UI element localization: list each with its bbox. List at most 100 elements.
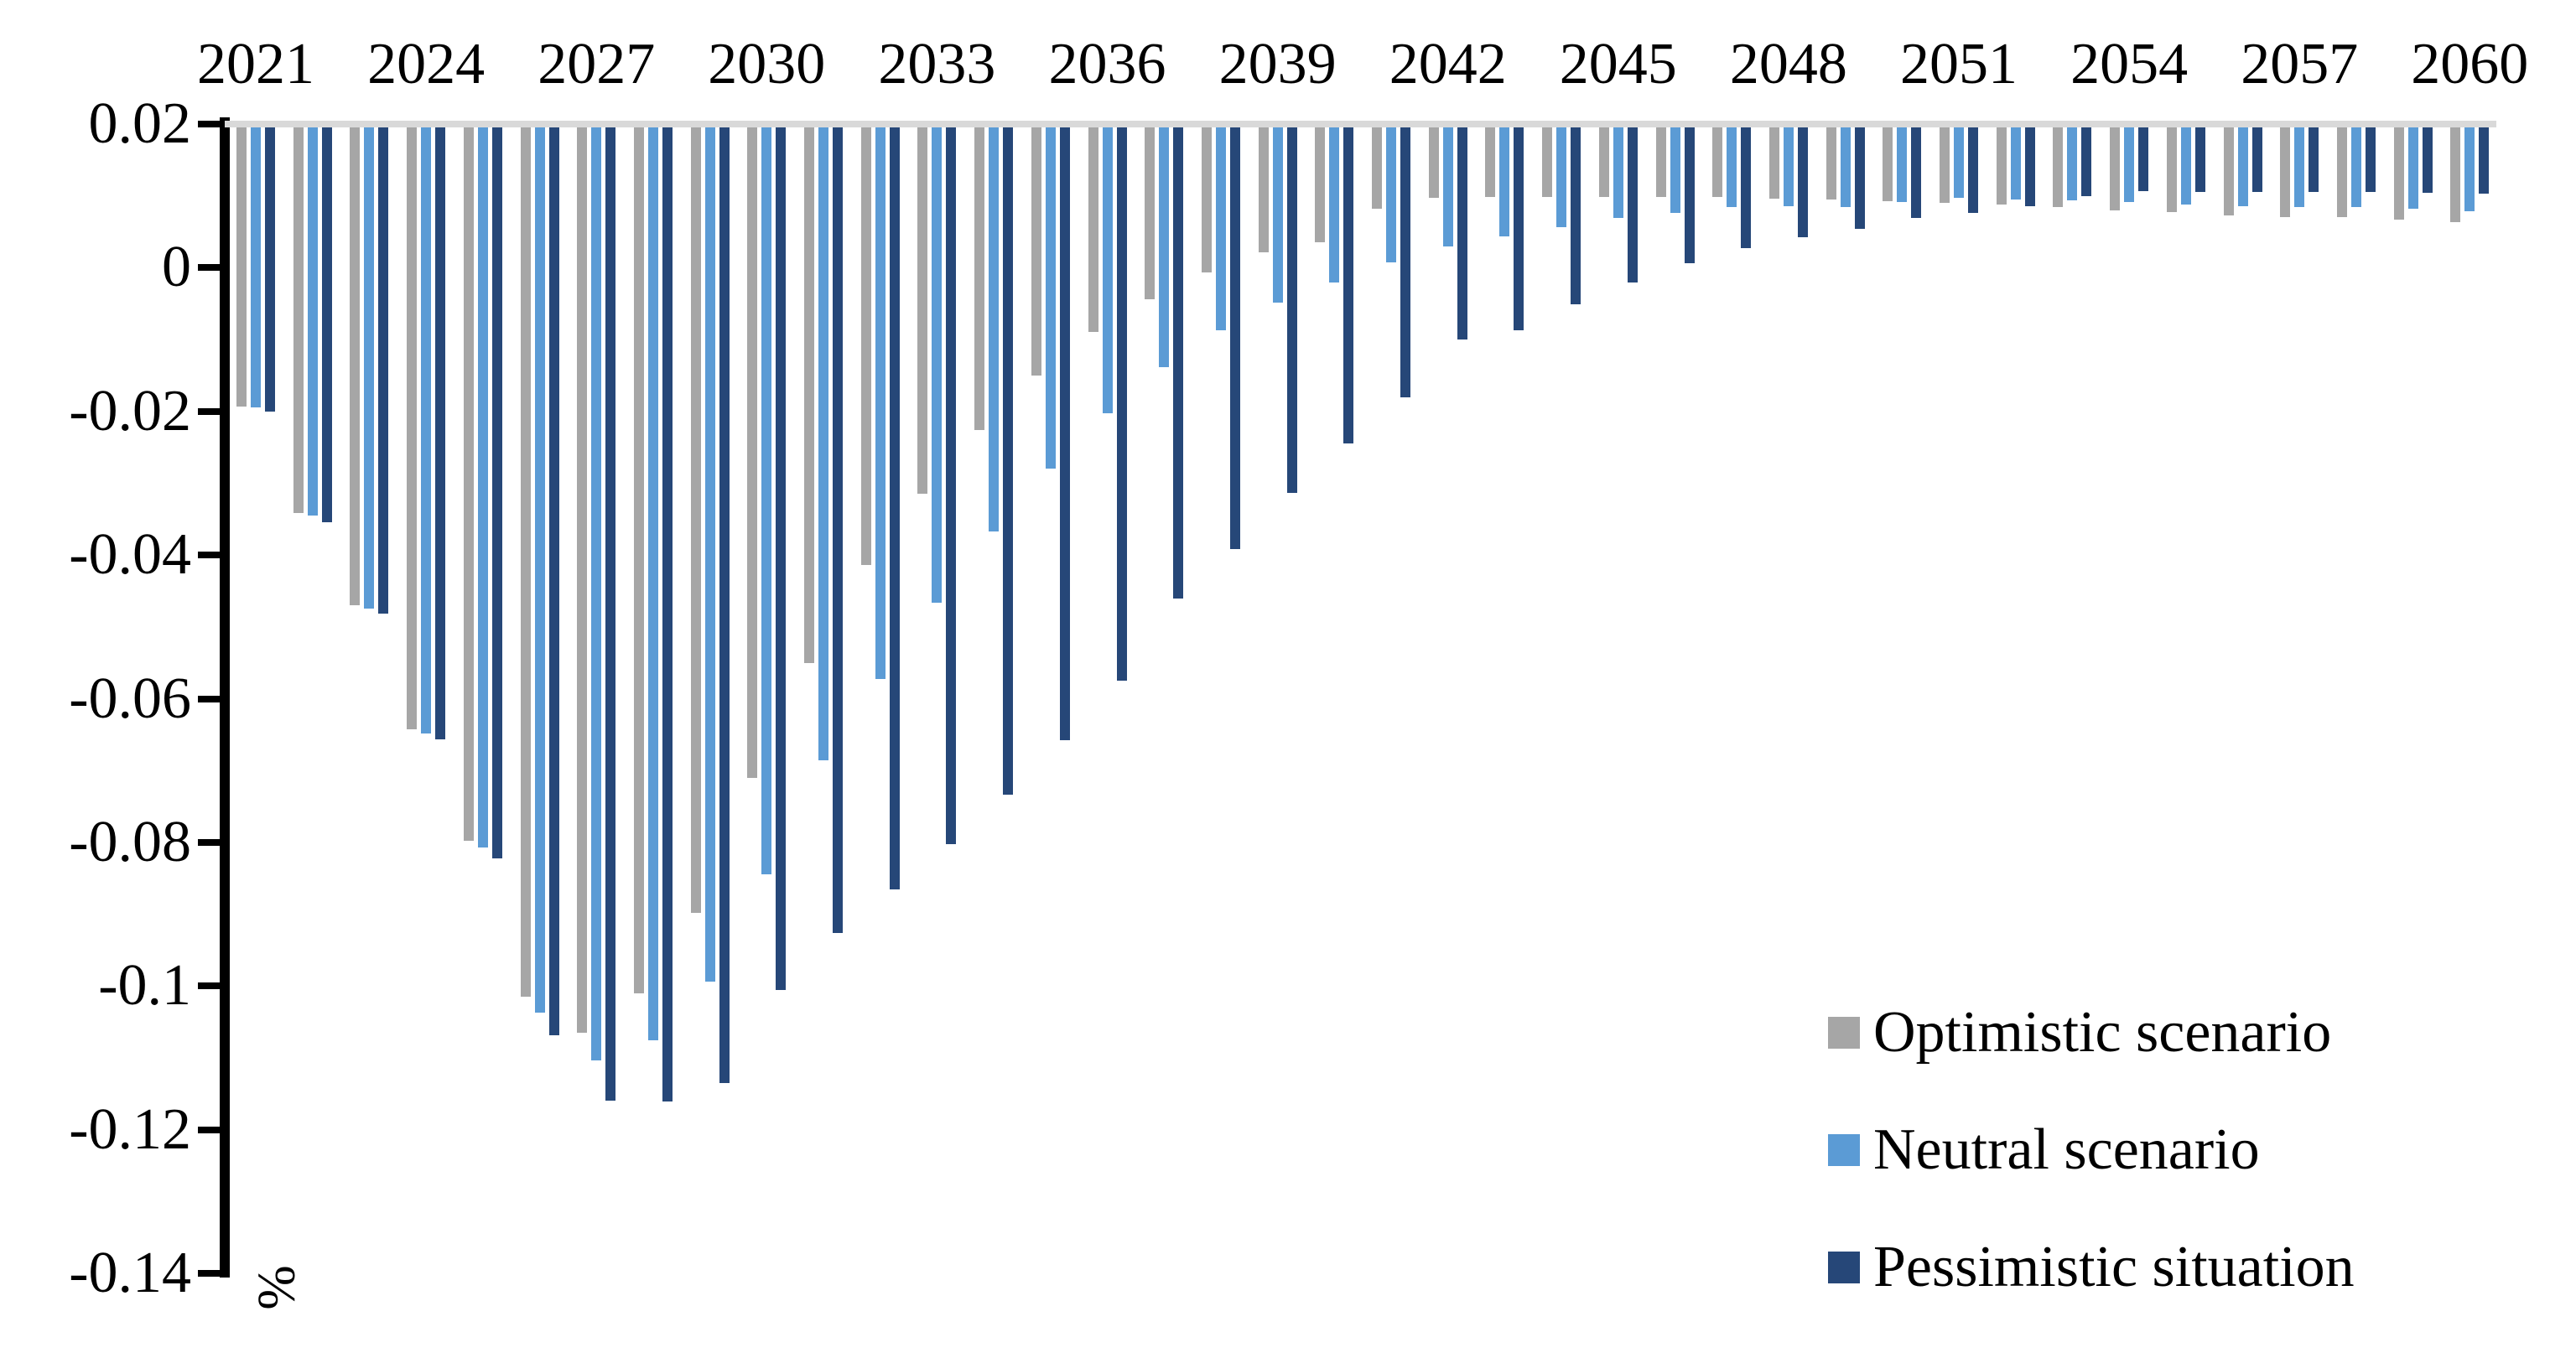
x-tick-label-2060: 2060 <box>2411 32 2529 96</box>
bar-pessimistic-2031 <box>833 124 843 933</box>
bar-pessimistic-2037 <box>1173 124 1184 599</box>
bar-pessimistic-2036 <box>1116 124 1127 681</box>
bar-optimistic-2029 <box>690 124 701 913</box>
bar-optimistic-2031 <box>804 124 814 663</box>
bar-pessimistic-2050 <box>1911 124 1922 218</box>
bar-optimistic-2035 <box>1031 124 1041 376</box>
legend-label: Pessimistic situation <box>1873 1235 2355 1299</box>
bar-pessimistic-2041 <box>1400 124 1410 397</box>
bar-optimistic-2059 <box>2393 124 2404 220</box>
x-tick-label-2027: 2027 <box>538 32 656 96</box>
y-axis-line <box>220 117 230 1278</box>
bar-neutral-2055 <box>2180 124 2191 205</box>
bar-pessimistic-2057 <box>2309 124 2319 192</box>
bar-pessimistic-2046 <box>1684 124 1695 263</box>
bar-neutral-2022 <box>307 124 318 516</box>
bar-pessimistic-2044 <box>1571 124 1581 304</box>
bar-pessimistic-2021 <box>265 124 275 412</box>
bar-optimistic-2048 <box>1768 124 1779 199</box>
bar-optimistic-2049 <box>1826 124 1836 200</box>
x-tick-label-2033: 2033 <box>878 32 996 96</box>
bar-pessimistic-2034 <box>1003 124 1014 795</box>
bar-neutral-2024 <box>421 124 432 733</box>
bar-optimistic-2028 <box>633 124 644 993</box>
bar-neutral-2034 <box>989 124 1000 531</box>
legend-swatch-icon <box>1828 1134 1860 1166</box>
bar-neutral-2031 <box>818 124 828 760</box>
y-tick--0.08 <box>198 838 220 846</box>
y-tick-label: -0.1 <box>98 953 191 1018</box>
bar-pessimistic-2029 <box>719 124 730 1083</box>
bar-neutral-2026 <box>534 124 545 1013</box>
bar-optimistic-2060 <box>2450 124 2461 222</box>
bar-pessimistic-2049 <box>1854 124 1865 229</box>
legend-item: Pessimistic situation <box>1828 1209 2355 1326</box>
y-tick-0.02 <box>198 121 220 127</box>
bar-neutral-2032 <box>875 124 886 679</box>
bar-pessimistic-2035 <box>1059 124 1070 740</box>
x-tick-label-2051: 2051 <box>1900 32 2018 96</box>
bar-pessimistic-2023 <box>378 124 389 614</box>
bar-pessimistic-2056 <box>2251 124 2262 192</box>
bar-neutral-2058 <box>2350 124 2361 207</box>
bar-pessimistic-2051 <box>1968 124 1978 213</box>
x-tick-label-2057: 2057 <box>2241 32 2359 96</box>
bar-pessimistic-2042 <box>1457 124 1467 340</box>
bar-neutral-2030 <box>761 124 772 874</box>
bar-optimistic-2050 <box>1883 124 1893 201</box>
bar-pessimistic-2030 <box>776 124 787 990</box>
bar-neutral-2047 <box>1727 124 1737 207</box>
bar-optimistic-2033 <box>917 124 928 494</box>
y-tick-label: -0.08 <box>69 809 191 874</box>
bar-neutral-2051 <box>1954 124 1964 198</box>
y-axis-unit-label: % <box>247 1265 306 1310</box>
bar-neutral-2042 <box>1442 124 1453 246</box>
bar-pessimistic-2054 <box>2138 124 2149 191</box>
bar-neutral-2054 <box>2124 124 2135 202</box>
bar-pessimistic-2043 <box>1514 124 1524 330</box>
y-tick-label: -0.02 <box>69 378 191 443</box>
bar-optimistic-2051 <box>1940 124 1950 203</box>
bar-neutral-2021 <box>251 124 261 407</box>
bar-neutral-2041 <box>1386 124 1396 262</box>
bar-optimistic-2046 <box>1655 124 1666 197</box>
x-tick-label-2021: 2021 <box>197 32 314 96</box>
bar-pessimistic-2039 <box>1286 124 1297 493</box>
x-tick-label-2039: 2039 <box>1218 32 1337 96</box>
bar-optimistic-2040 <box>1315 124 1326 242</box>
x-tick-label-2054: 2054 <box>2070 32 2189 96</box>
bar-optimistic-2038 <box>1201 124 1212 272</box>
legend-label: Optimistic scenario <box>1873 1000 2332 1065</box>
bar-optimistic-2045 <box>1598 124 1609 197</box>
bar-neutral-2059 <box>2407 124 2418 209</box>
bar-optimistic-2027 <box>577 124 588 1033</box>
bar-neutral-2033 <box>932 124 943 603</box>
bar-pessimistic-2032 <box>889 124 900 889</box>
bar-optimistic-2039 <box>1258 124 1269 252</box>
bar-pessimistic-2052 <box>2024 124 2035 206</box>
bar-optimistic-2026 <box>520 124 531 997</box>
bar-optimistic-2023 <box>350 124 361 605</box>
bar-neutral-2028 <box>647 124 658 1040</box>
bar-neutral-2050 <box>1897 124 1908 202</box>
bar-pessimistic-2058 <box>2365 124 2376 192</box>
bar-optimistic-2036 <box>1088 124 1098 332</box>
bar-neutral-2057 <box>2294 124 2305 207</box>
bar-neutral-2027 <box>591 124 602 1060</box>
bar-pessimistic-2028 <box>662 124 673 1101</box>
bar-neutral-2060 <box>2464 124 2475 211</box>
bar-neutral-2056 <box>2237 124 2248 206</box>
bar-neutral-2045 <box>1613 124 1623 218</box>
bar-pessimistic-2047 <box>1741 124 1752 248</box>
x-tick-label-2036: 2036 <box>1048 32 1166 96</box>
legend-label: Neutral scenario <box>1873 1117 2260 1182</box>
x-tick-label-2030: 2030 <box>708 32 826 96</box>
bar-neutral-2037 <box>1159 124 1170 367</box>
bar-neutral-2043 <box>1499 124 1510 236</box>
bar-optimistic-2047 <box>1712 124 1723 197</box>
y-tick-label: -0.04 <box>69 522 191 588</box>
bar-optimistic-2034 <box>974 124 985 430</box>
y-tick-label: -0.12 <box>69 1096 191 1162</box>
bar-neutral-2048 <box>1783 124 1794 206</box>
